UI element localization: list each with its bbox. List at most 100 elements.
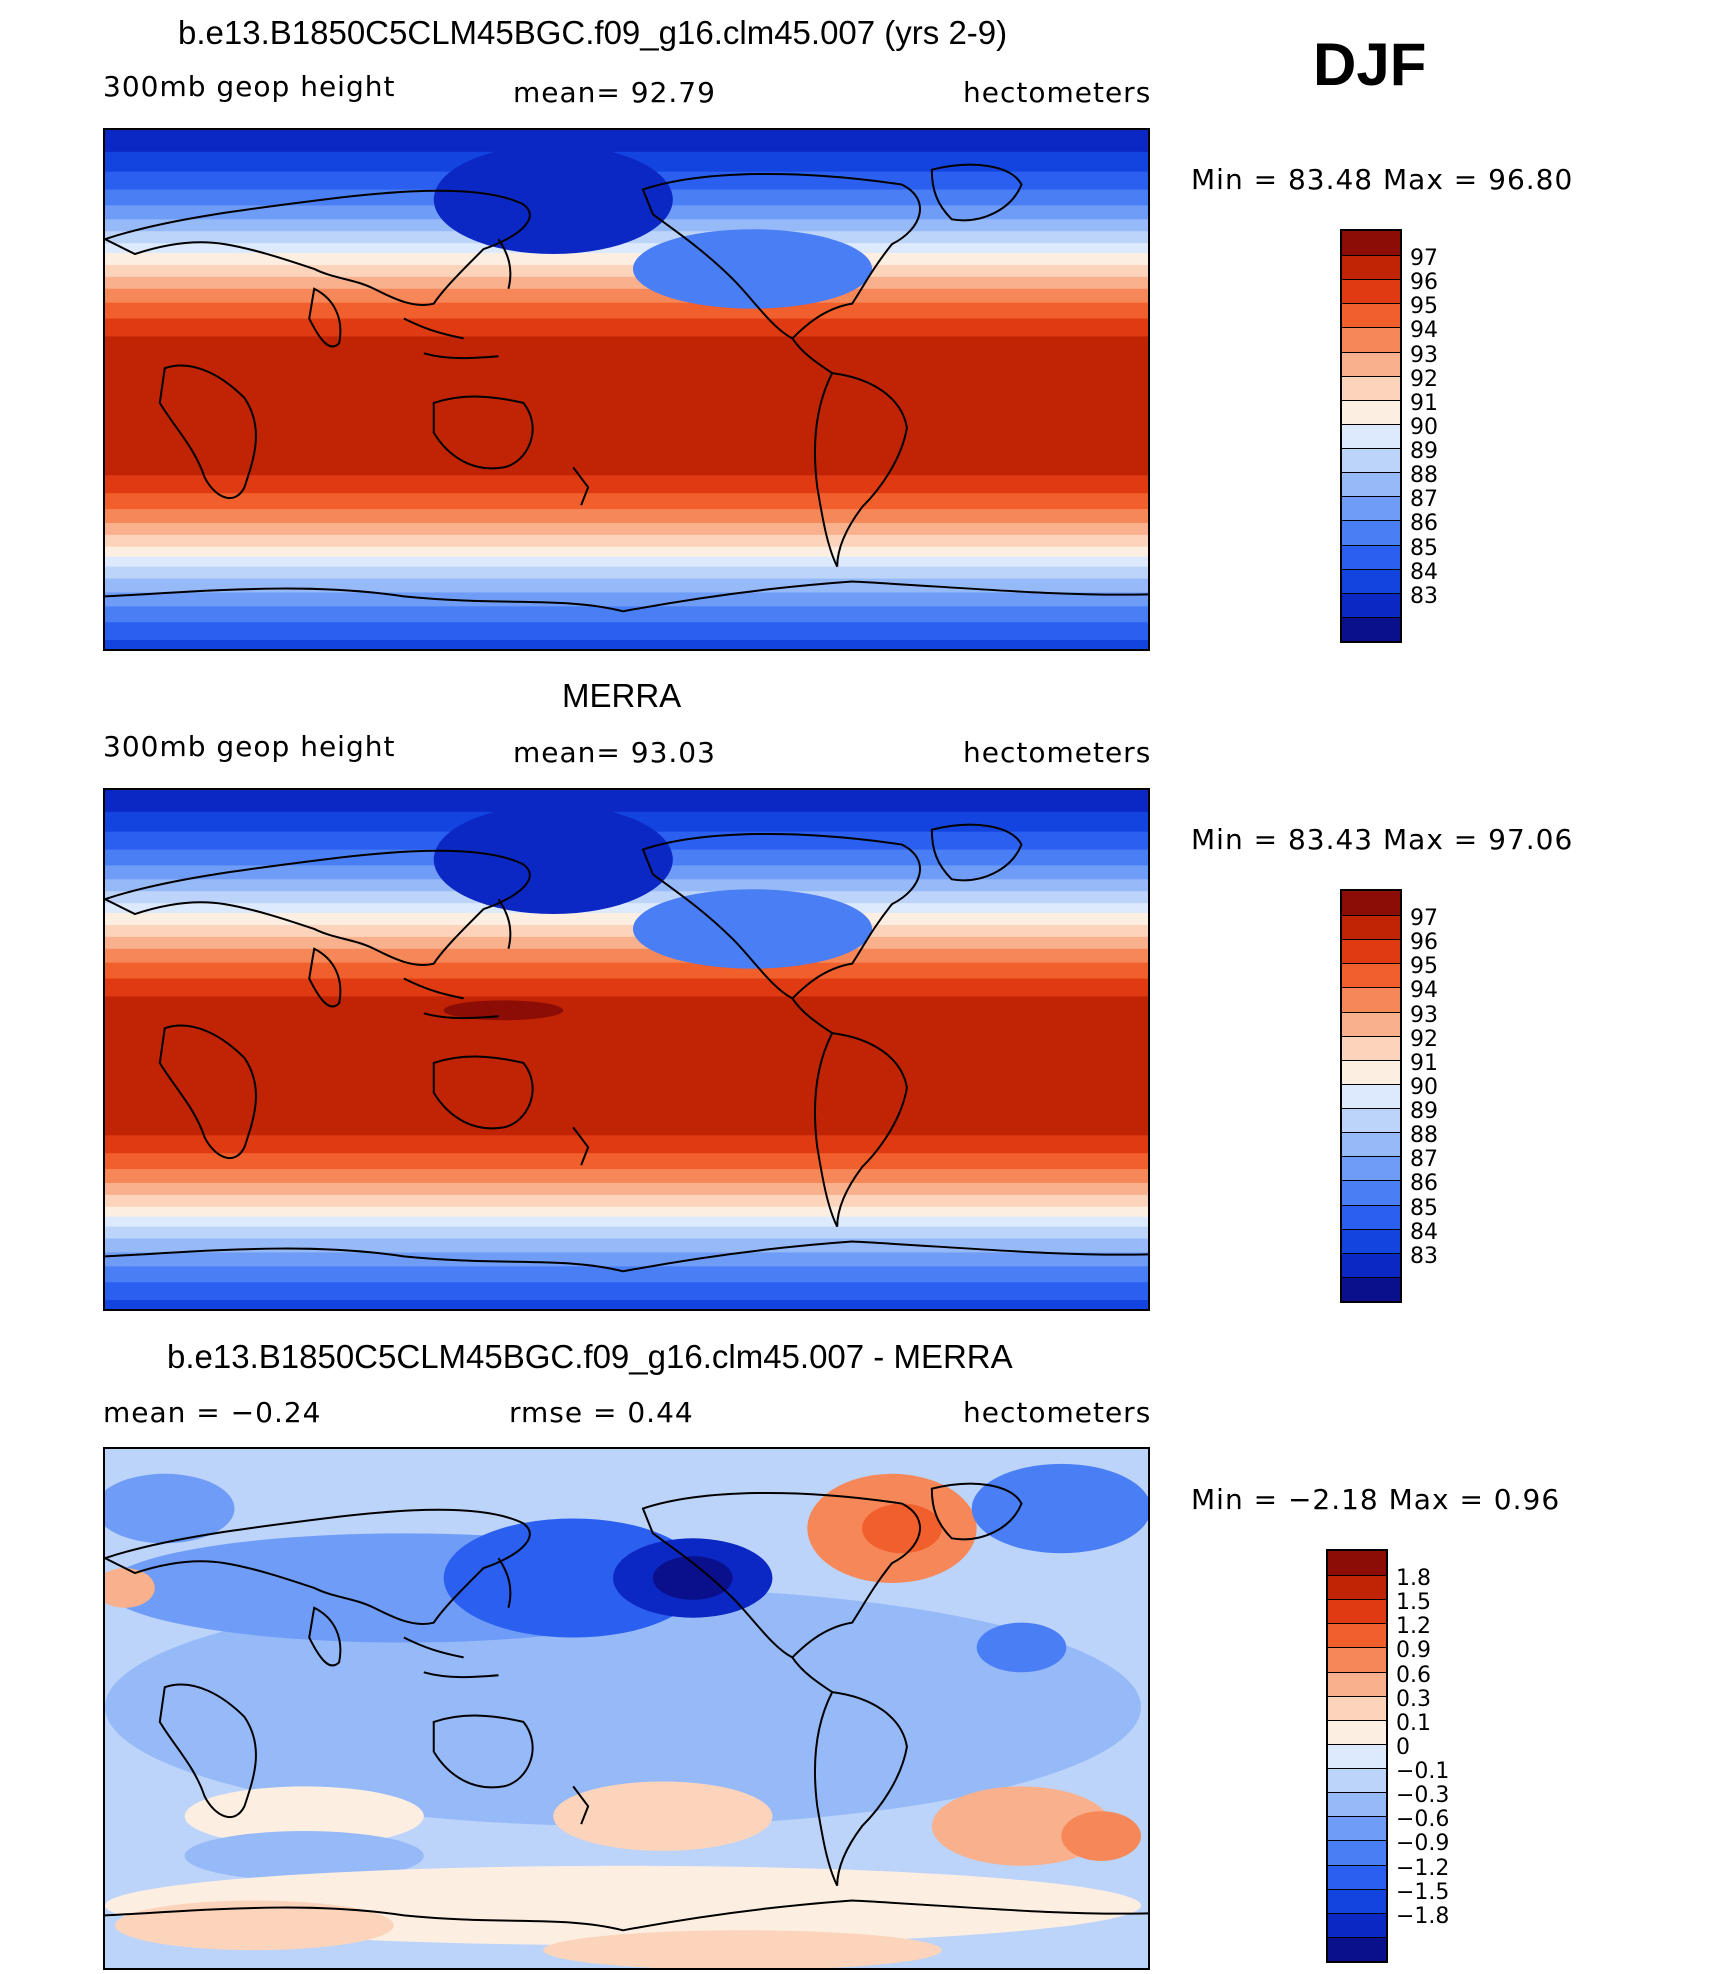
colorbar-segment	[1342, 279, 1400, 304]
coastline	[432, 1055, 534, 1130]
colorbar-tick-label: 88	[1410, 1123, 1438, 1149]
colorbar-segment	[1342, 1011, 1400, 1036]
colorbar-segment	[1328, 1792, 1386, 1817]
colorbar-segment	[1328, 1695, 1386, 1720]
coastline	[105, 1508, 531, 1625]
colorbar-tick-label: 0.1	[1396, 1710, 1431, 1736]
coastline	[105, 189, 531, 306]
coastline	[791, 1656, 833, 1693]
panel2-map-svg	[105, 790, 1148, 1309]
panel3-minmax: Min = −2.18 Max = 0.96	[1191, 1483, 1561, 1516]
colorbar-tick-label: 85	[1410, 535, 1438, 561]
colorbar-segment	[1342, 1276, 1400, 1301]
coastline	[308, 287, 342, 348]
coastline	[572, 1785, 590, 1825]
colorbar-segment	[1342, 987, 1400, 1012]
colorbar-tick-label: 90	[1410, 414, 1438, 440]
contour-band	[105, 493, 1148, 511]
colorbar-tick-label: −0.3	[1396, 1783, 1450, 1809]
colorbar-tick-label: −0.1	[1396, 1759, 1450, 1785]
colorbar-segment	[1342, 1059, 1400, 1084]
colorbar-segment	[1342, 1156, 1400, 1181]
contour-blob	[632, 229, 873, 309]
contour-band	[105, 578, 1148, 594]
coastline	[791, 337, 833, 374]
colorbar-segment	[1328, 1671, 1386, 1696]
colorbar-tick-label: 95	[1410, 294, 1438, 320]
panel3-map	[103, 1447, 1150, 1970]
colorbar-segment	[1328, 1551, 1386, 1576]
colorbar-segment	[1342, 375, 1400, 400]
colorbar-tick-label: 91	[1410, 1050, 1438, 1076]
coastline	[641, 832, 921, 1000]
coastline	[158, 1024, 257, 1159]
contour-band	[105, 130, 1148, 153]
contour-blob	[184, 1831, 424, 1881]
colorbar-segment	[1342, 327, 1400, 352]
colorbar-tick-label: −0.6	[1396, 1807, 1450, 1833]
colorbar-tick-label: 93	[1410, 1002, 1438, 1028]
colorbar-segment	[1342, 1180, 1400, 1205]
coastline	[308, 947, 342, 1008]
colorbar-tick-label: 91	[1410, 390, 1438, 416]
colorbar-segment	[1328, 1864, 1386, 1889]
contour-band	[105, 1182, 1148, 1196]
coastline	[930, 163, 1023, 222]
colorbar-segment	[1328, 1575, 1386, 1600]
coastline	[572, 466, 590, 506]
colorbar-tick-label: 85	[1410, 1195, 1438, 1221]
contour-band	[105, 1282, 1148, 1302]
contour-band	[105, 1226, 1148, 1240]
colorbar-tick-label: 92	[1410, 366, 1438, 392]
colorbar-segment	[1342, 423, 1400, 449]
panel2-map	[103, 788, 1150, 1311]
colorbar-tick-label: 83	[1410, 583, 1438, 609]
colorbar-segment	[1342, 1228, 1400, 1253]
coastline	[158, 364, 257, 499]
colorbar-tick-label: 94	[1410, 978, 1438, 1004]
coastline	[813, 1691, 908, 1887]
colorbar-tick-label: 84	[1410, 1219, 1438, 1245]
colorbar-segment	[1342, 1252, 1400, 1277]
panel1-title: b.e13.B1850C5CLM45BGC.f09_g16.clm45.007 …	[178, 14, 1008, 51]
contour-band	[105, 606, 1148, 624]
panel3-map-svg	[105, 1449, 1148, 1968]
colorbar-segment	[1342, 520, 1400, 545]
panel3-title: b.e13.B1850C5CLM45BGC.f09_g16.clm45.007 …	[167, 1338, 1013, 1375]
coastline	[497, 238, 512, 290]
colorbar-segment	[1328, 1743, 1386, 1769]
coastline	[403, 1636, 499, 1679]
colorbar-tick-label: 97	[1410, 246, 1438, 272]
colorbar-tick-label: 96	[1410, 270, 1438, 296]
colorbar-tick-label: 0.6	[1396, 1662, 1431, 1688]
contour-blob	[105, 1587, 1142, 1827]
contour-blob	[105, 1568, 155, 1608]
contour-band	[105, 1252, 1148, 1268]
colorbar-tick-label: 86	[1410, 1171, 1438, 1197]
contour-band	[105, 302, 1148, 320]
colorbar-tick-label: 89	[1410, 1099, 1438, 1125]
colorbar-segment	[1328, 1647, 1386, 1672]
coastline	[308, 1606, 342, 1667]
colorbar-segment	[1328, 1719, 1386, 1744]
colorbar-segment	[1342, 303, 1400, 328]
contour-band	[105, 903, 1148, 915]
colorbar-segment	[1342, 915, 1400, 940]
panel2-colorbar	[1340, 889, 1402, 1303]
colorbar-tick-label: −1.5	[1396, 1879, 1450, 1905]
contour-band	[105, 622, 1148, 642]
colorbar-segment	[1328, 1816, 1386, 1841]
contour-band	[105, 566, 1148, 580]
coastline	[105, 580, 1148, 613]
contour-blob	[652, 1556, 733, 1600]
colorbar-segment	[1328, 1768, 1386, 1793]
coastline	[497, 1557, 512, 1609]
panel3-units-label: hectometers	[963, 1396, 1152, 1429]
coastline	[432, 1714, 534, 1789]
colorbar-tick-label: 92	[1410, 1026, 1438, 1052]
coastline	[572, 1126, 590, 1166]
contour-band	[105, 1169, 1148, 1184]
colorbar-tick-label: 96	[1410, 930, 1438, 956]
colorbar-segment	[1342, 1132, 1400, 1157]
contour-band	[105, 1194, 1148, 1208]
